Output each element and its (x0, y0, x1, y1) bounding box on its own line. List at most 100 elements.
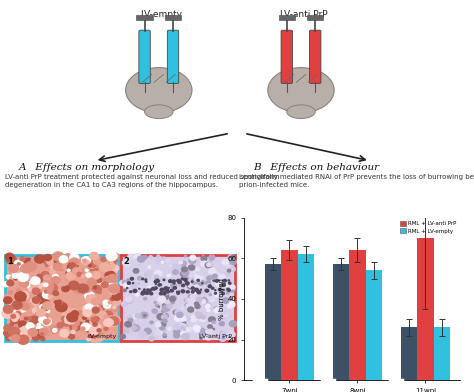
Circle shape (54, 257, 65, 266)
Circle shape (69, 281, 79, 290)
Circle shape (173, 282, 175, 284)
Circle shape (31, 277, 40, 285)
Circle shape (209, 317, 215, 322)
Circle shape (88, 260, 97, 268)
Circle shape (70, 321, 81, 331)
Circle shape (191, 291, 194, 293)
Circle shape (44, 308, 50, 313)
Circle shape (154, 289, 155, 290)
Text: 2: 2 (123, 257, 129, 266)
Circle shape (124, 262, 130, 267)
Circle shape (42, 291, 52, 298)
Circle shape (160, 288, 163, 291)
Circle shape (154, 301, 156, 304)
Circle shape (174, 325, 179, 330)
Circle shape (44, 319, 49, 325)
Circle shape (54, 288, 58, 291)
Circle shape (81, 323, 90, 330)
Circle shape (182, 270, 189, 276)
Circle shape (15, 292, 26, 301)
Circle shape (19, 328, 26, 334)
Circle shape (94, 284, 102, 290)
Circle shape (191, 287, 194, 289)
Circle shape (51, 265, 55, 269)
Circle shape (66, 272, 75, 280)
Circle shape (53, 274, 58, 279)
Circle shape (66, 321, 74, 328)
Circle shape (47, 284, 57, 292)
Circle shape (92, 276, 100, 283)
Circle shape (146, 281, 147, 282)
Bar (401, 327, 417, 380)
Circle shape (124, 328, 129, 333)
Circle shape (210, 298, 214, 301)
Circle shape (14, 277, 18, 280)
Circle shape (4, 294, 11, 300)
Circle shape (6, 337, 10, 340)
Circle shape (160, 322, 166, 327)
Circle shape (228, 286, 230, 288)
Circle shape (191, 310, 193, 312)
Circle shape (21, 293, 26, 297)
Circle shape (40, 311, 45, 315)
Circle shape (83, 260, 89, 265)
Circle shape (33, 308, 39, 313)
Circle shape (64, 314, 76, 324)
Circle shape (206, 305, 210, 308)
Circle shape (160, 303, 164, 305)
Circle shape (82, 274, 85, 278)
Circle shape (45, 282, 54, 290)
Circle shape (125, 322, 131, 327)
Circle shape (159, 292, 162, 295)
Circle shape (15, 312, 21, 316)
Circle shape (145, 279, 147, 280)
Circle shape (134, 285, 141, 290)
Circle shape (213, 280, 215, 281)
Circle shape (207, 329, 213, 334)
Circle shape (21, 303, 29, 310)
Circle shape (34, 282, 43, 289)
Circle shape (202, 283, 203, 284)
Circle shape (12, 270, 20, 276)
Circle shape (196, 313, 202, 318)
Circle shape (122, 260, 129, 265)
Circle shape (167, 274, 170, 277)
Circle shape (85, 292, 94, 299)
Circle shape (212, 328, 215, 330)
Circle shape (19, 292, 29, 299)
Circle shape (35, 312, 38, 315)
Circle shape (36, 309, 46, 316)
Circle shape (176, 291, 178, 292)
Circle shape (149, 279, 156, 285)
Circle shape (147, 289, 149, 290)
Circle shape (139, 288, 140, 289)
Circle shape (229, 321, 237, 327)
Circle shape (173, 270, 178, 274)
Circle shape (84, 289, 87, 292)
Circle shape (100, 263, 109, 272)
Circle shape (158, 296, 165, 302)
Circle shape (201, 316, 206, 319)
Circle shape (21, 314, 27, 319)
Circle shape (188, 296, 195, 303)
Circle shape (20, 278, 24, 282)
Circle shape (205, 334, 212, 340)
Text: ≋: ≋ (441, 336, 457, 355)
Circle shape (84, 312, 89, 315)
Circle shape (222, 260, 229, 265)
Circle shape (95, 263, 100, 267)
Circle shape (54, 300, 63, 308)
Circle shape (227, 265, 230, 267)
Circle shape (9, 334, 18, 340)
Circle shape (222, 292, 224, 295)
Circle shape (181, 307, 184, 309)
Circle shape (73, 285, 83, 294)
Circle shape (86, 320, 90, 324)
FancyBboxPatch shape (121, 255, 235, 341)
Circle shape (130, 291, 132, 292)
Circle shape (7, 326, 10, 328)
Circle shape (210, 334, 212, 336)
Circle shape (159, 331, 162, 334)
Bar (333, 264, 349, 380)
Circle shape (8, 301, 13, 306)
